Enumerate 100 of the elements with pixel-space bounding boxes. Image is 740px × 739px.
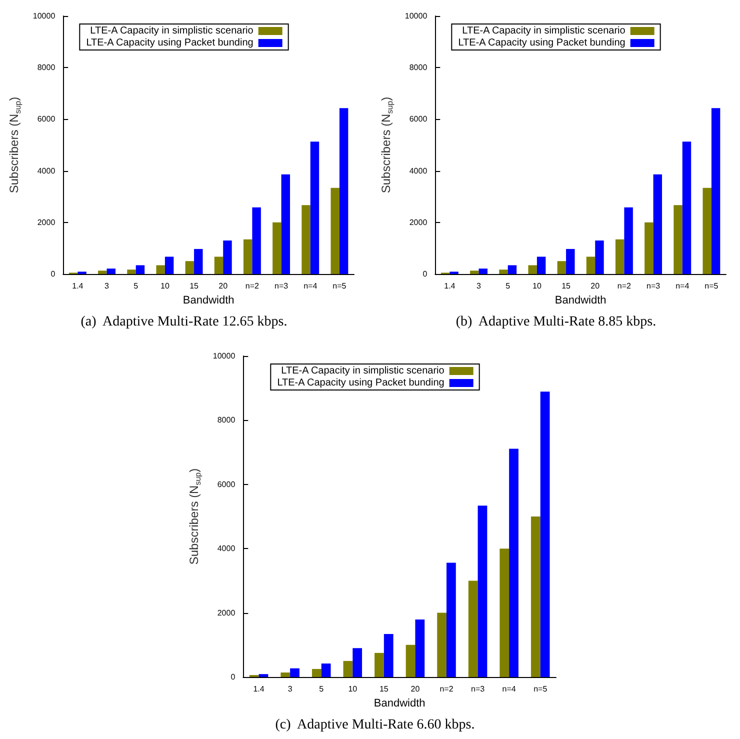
x-tick-label: 10: [532, 282, 542, 290]
x-tick-label: 1.4: [253, 684, 265, 694]
bar: [352, 648, 362, 677]
legend-label: LTE-A Capacity using Packet bunding: [277, 378, 444, 388]
y-tick-label: 4000: [217, 544, 236, 554]
bar: [653, 174, 662, 274]
bar: [164, 256, 174, 274]
bar: [566, 248, 575, 274]
y-axis-title: Subscribers (Nsup): [187, 468, 202, 565]
x-tick-label: 5: [506, 282, 511, 290]
bar: [499, 270, 508, 274]
y-tick-label: 8000: [37, 63, 56, 72]
bar: [272, 222, 282, 274]
bar: [280, 672, 290, 677]
bar: [500, 548, 510, 677]
x-tick-label: n=5: [534, 684, 548, 694]
y-axis-title: Subscribers (Nsup): [379, 96, 394, 194]
x-tick-label: 5: [319, 684, 324, 694]
x-tick-label: n=4: [676, 282, 690, 290]
x-tick-label: 5: [134, 282, 139, 290]
bar: [682, 142, 692, 274]
bar: [406, 644, 416, 677]
y-axis-title: Subscribers (Nsup): [7, 96, 22, 194]
legend-label: LTE-A Capacity using Packet bunding: [458, 38, 626, 48]
text: (b) Adaptive Multi-Rate 8.85 kbps.: [456, 314, 656, 330]
x-tick-label: n=3: [470, 684, 486, 694]
bar: [536, 256, 546, 274]
legend-label: LTE-A Capacity in simplistic scenario: [90, 26, 254, 36]
x-tick-label: n=2: [440, 684, 454, 694]
bar: [136, 265, 145, 274]
x-tick-label: 15: [379, 684, 389, 694]
x-tick-label: 20: [410, 684, 420, 694]
x-tick-label: n=2: [245, 282, 260, 290]
y-tick-label: 10000: [212, 352, 236, 360]
x-tick-label: n=5: [332, 282, 347, 290]
x-tick-label: 1.4: [72, 282, 84, 290]
y-tick-label: 0: [422, 270, 428, 278]
x-tick-label: n=3: [274, 282, 289, 290]
legend-label: LTE-A Capacity in simplistic scenario: [462, 26, 626, 36]
x-tick-label: 3: [104, 282, 110, 290]
bar: [223, 240, 232, 274]
y-tick-label: 6000: [217, 480, 236, 489]
bar: [528, 265, 537, 274]
y-tick-label: 0: [50, 270, 56, 278]
y-tick-label: 2000: [409, 218, 428, 227]
bar: [624, 207, 633, 274]
bar: [557, 261, 566, 274]
bar: [156, 265, 165, 274]
bar: [343, 660, 353, 677]
x-tick-label: n=2: [617, 282, 632, 290]
x-axis-title: Bandwidth: [182, 294, 234, 306]
bar: [214, 256, 224, 274]
bar: [310, 142, 320, 274]
bar: [194, 248, 203, 274]
x-tick-label: n=3: [646, 282, 661, 290]
bar: [478, 268, 488, 274]
x-tick-label: 10: [348, 684, 358, 694]
bar: [384, 634, 394, 677]
x-tick-label: n=5: [704, 282, 719, 290]
x-tick-label: 15: [190, 282, 200, 290]
bar: [644, 222, 654, 274]
x-tick-label: 1.4: [444, 282, 456, 290]
bar: [106, 268, 116, 274]
y-tick-label: 0: [230, 672, 236, 682]
x-tick-label: 3: [476, 282, 482, 290]
bar: [508, 265, 517, 274]
bar: [243, 239, 252, 274]
bar: [281, 174, 290, 274]
y-tick-label: 6000: [37, 114, 56, 124]
x-tick-label: n=4: [502, 684, 516, 694]
bar: [586, 256, 596, 274]
bar: [321, 664, 331, 677]
bar: [339, 108, 348, 274]
bar: [509, 448, 518, 677]
bar: [312, 668, 322, 677]
bar: [374, 652, 384, 677]
y-tick-label: 8000: [409, 63, 428, 72]
legend-label: LTE-A Capacity in simplistic scenario: [281, 366, 445, 376]
y-tick-label: 4000: [409, 166, 428, 176]
bar: [185, 261, 194, 274]
bar: [470, 270, 479, 274]
legend-label: LTE-A Capacity using Packet bunding: [86, 38, 254, 48]
x-axis-title: Bandwidth: [374, 697, 426, 710]
x-axis-title: Bandwidth: [554, 294, 606, 306]
y-tick-label: 8000: [217, 416, 236, 425]
y-tick-label: 10000: [404, 12, 428, 20]
x-tick-label: 20: [590, 282, 600, 290]
bar: [446, 562, 456, 677]
bar: [437, 612, 446, 677]
bar: [702, 188, 712, 274]
text: (c) Adaptive Multi-Rate 6.60 kbps.: [275, 718, 475, 732]
y-tick-label: 10000: [32, 12, 56, 20]
y-tick-label: 6000: [409, 114, 428, 124]
x-tick-label: n=4: [304, 282, 318, 290]
bar: [258, 674, 268, 677]
bar: [290, 668, 300, 677]
y-tick-label: 4000: [37, 166, 56, 176]
bar: [711, 108, 720, 274]
x-tick-label: 3: [288, 684, 293, 694]
x-tick-label: 15: [562, 282, 572, 290]
